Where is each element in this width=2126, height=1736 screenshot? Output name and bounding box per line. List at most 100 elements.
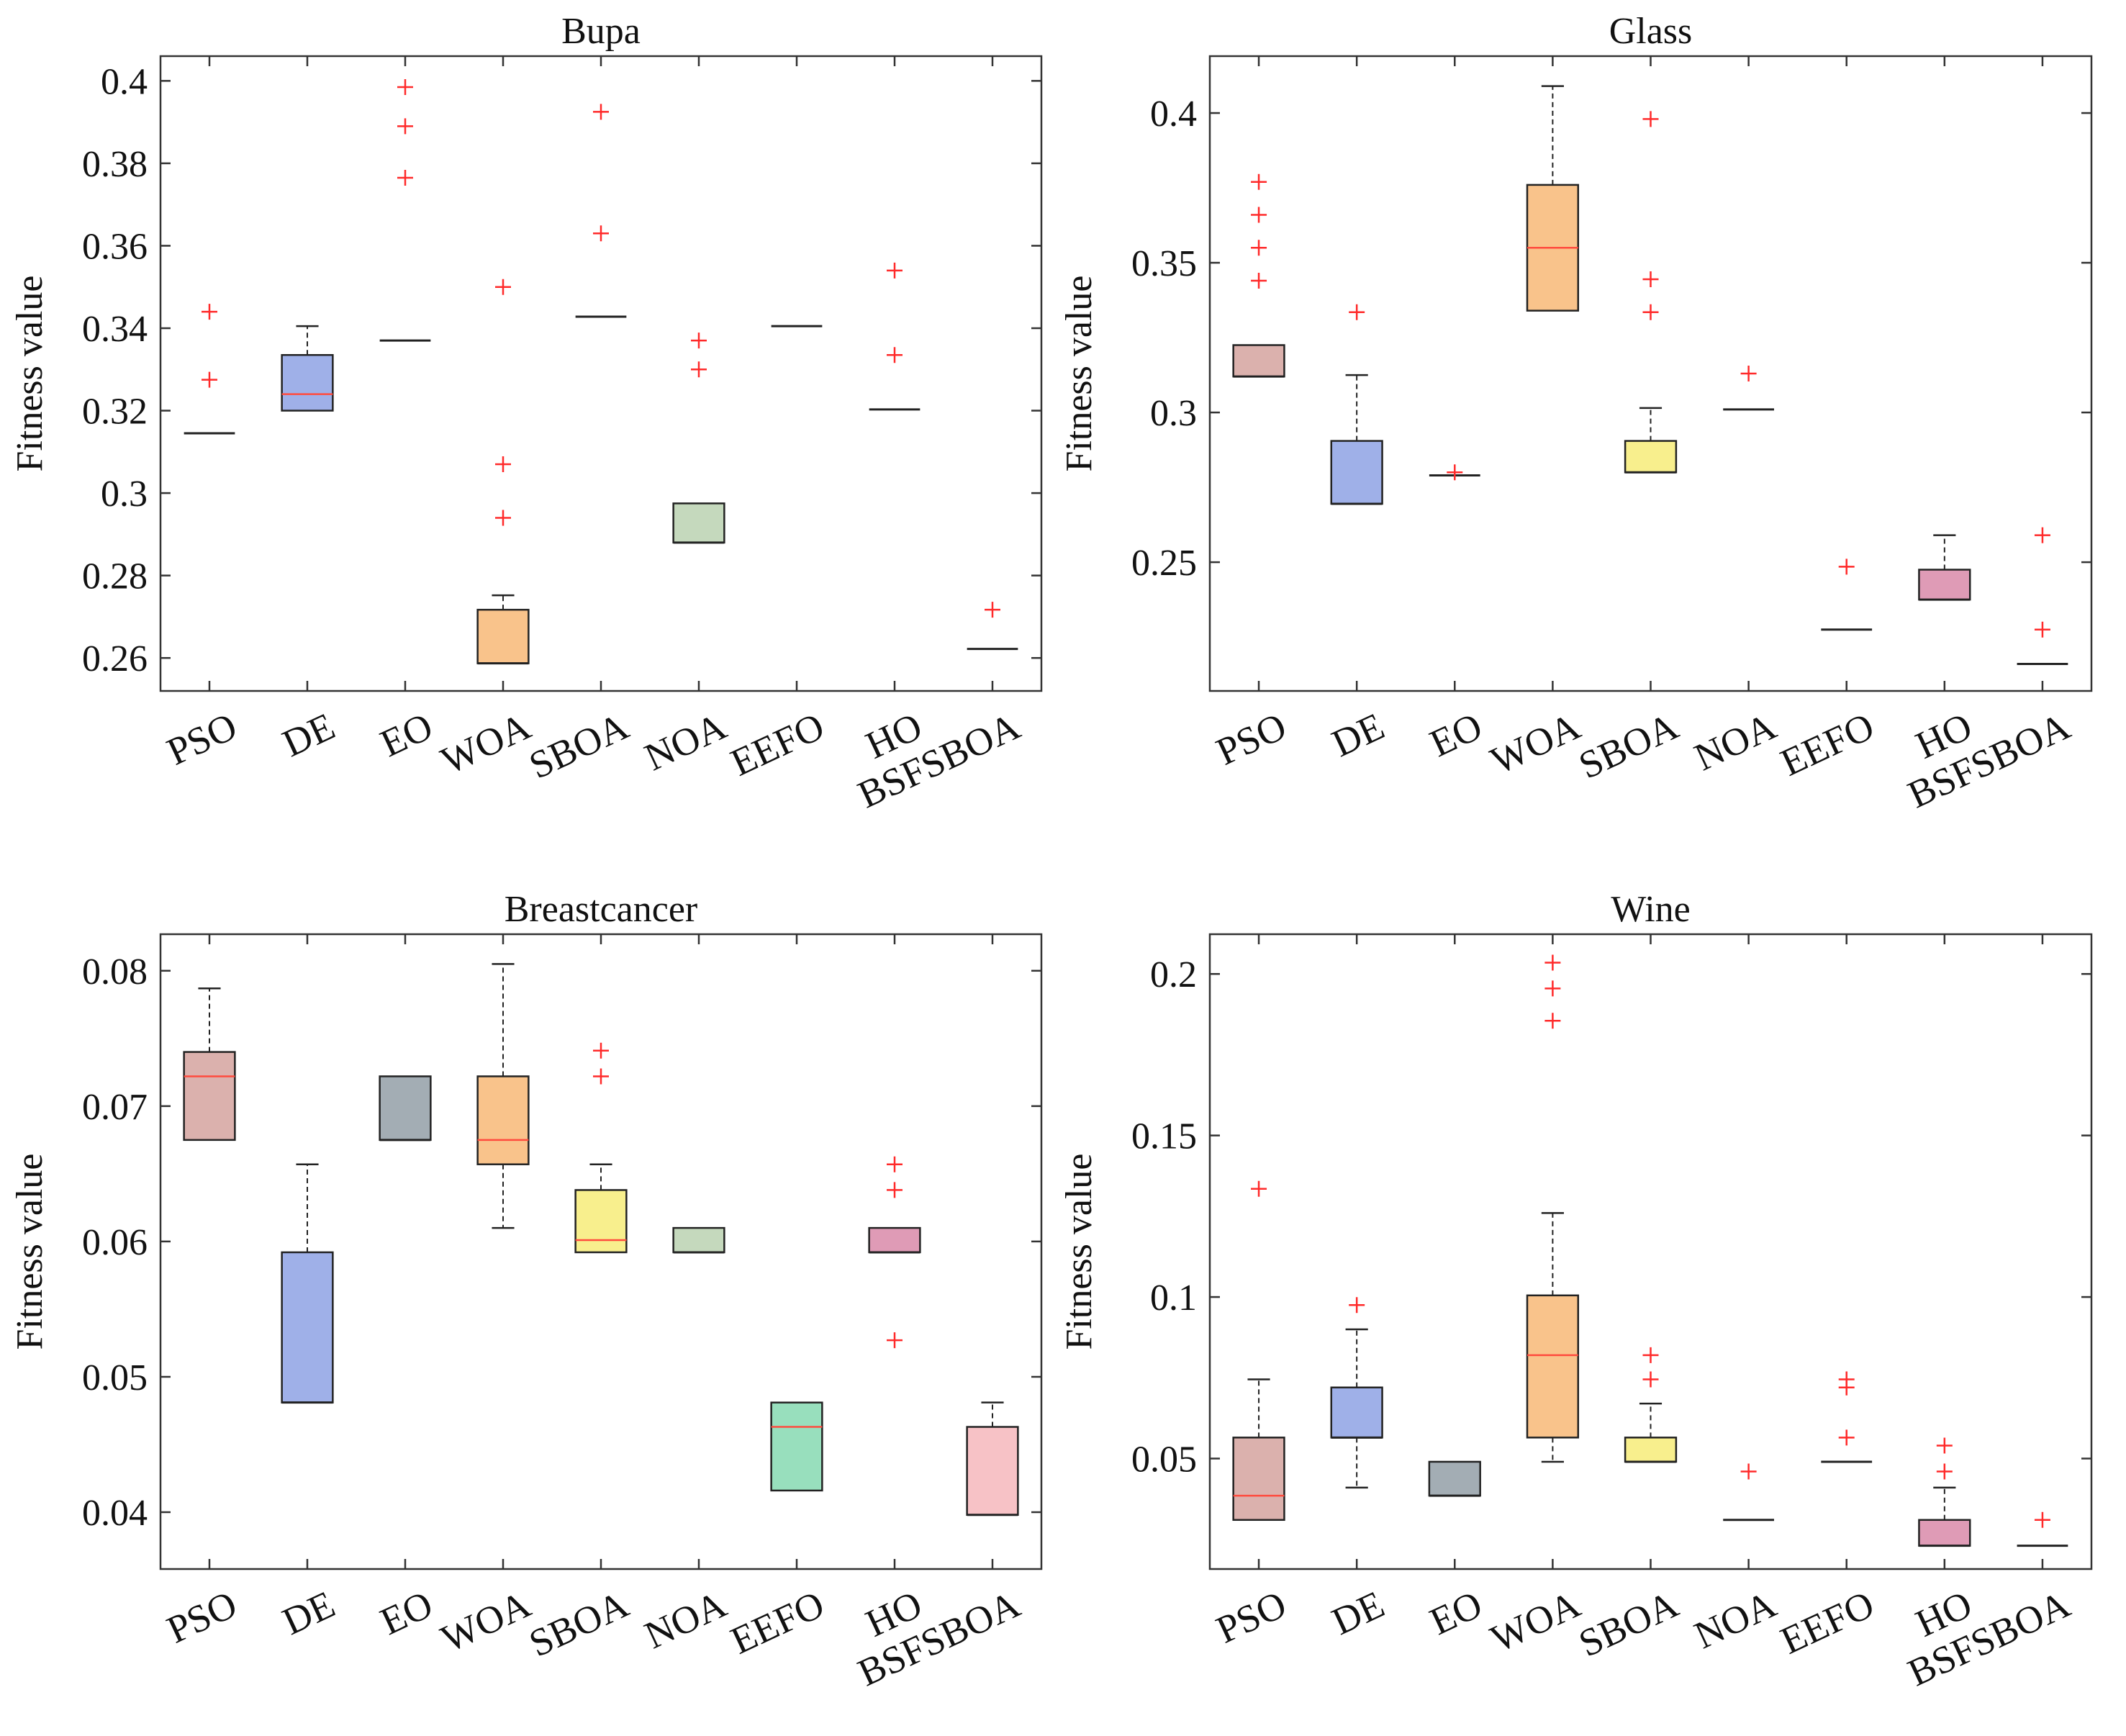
box-pso [1232,1180,1285,1522]
outlier-marker [1740,366,1757,381]
outlier-marker [2034,527,2050,543]
box-pso [1232,173,1285,378]
x-tick-label-woa: WOA [1484,1582,1586,1660]
box-noa [1723,366,1774,411]
box-sboa [1624,1347,1678,1463]
x-tick-label-noa: NOA [638,1582,733,1657]
box-woa [476,963,530,1229]
iqr-box [183,1051,236,1141]
box-eefo [1821,1371,1873,1463]
outlier-marker [495,456,511,472]
x-tick-label-noa: NOA [1688,704,1782,779]
box-pso [183,987,236,1141]
y-tick-label: 0.26 [82,638,148,679]
box-bsfsboa [2017,527,2068,666]
x-tick-label-pso: PSO [160,1582,243,1651]
outlier-marker [202,304,217,320]
x-tick-label-eo: EO [374,1582,439,1643]
outlier-marker [397,169,413,186]
y-tick-label: 0.1 [1150,1278,1197,1319]
iqr-box [672,502,725,544]
outlier-marker [1642,271,1659,287]
x-tick-label-sboa: SBOA [1573,704,1685,787]
x-tick-label-eo: EO [1424,704,1489,765]
x-tick-label-de: DE [276,704,341,765]
iqr-box [770,1401,823,1492]
outlier-marker [1251,207,1267,223]
outlier-marker [495,510,511,526]
x-tick-label-noa: NOA [1688,1582,1782,1657]
x-tick-label-woa: WOA [1484,704,1586,782]
outlier-marker [887,1156,903,1172]
iqr-box [1232,1437,1285,1522]
y-tick-label: 0.36 [82,226,148,267]
y-tick-label: 0.05 [82,1357,148,1398]
iqr-box [1232,344,1285,378]
y-axis-label: Fitness value [1059,1154,1100,1350]
y-tick-label: 0.3 [101,474,148,515]
box-noa [672,1226,725,1254]
iqr-box [1330,1386,1383,1439]
y-tick-label: 0.32 [82,392,148,433]
outlier-marker [887,1182,903,1198]
y-axis-label: Fitness value [1059,276,1100,472]
y-tick-label: 0.04 [82,1493,148,1534]
x-tick-label-pso: PSO [1210,1582,1293,1651]
panel-title: Wine [1611,889,1691,930]
box-eefo [1821,559,1873,631]
box-noa [1723,1463,1774,1522]
outlier-marker [887,1332,903,1349]
x-tick-label-eo: EO [374,704,439,765]
outlier-marker [1251,1180,1267,1197]
outlier-marker [1642,111,1659,127]
iqr-box [672,1226,725,1254]
iqr-box [1918,1519,1971,1547]
box-bsfsboa [967,602,1018,651]
y-axis-label: Fitness value [9,1154,50,1350]
box-woa [476,279,530,665]
outlier-marker [397,78,413,95]
outlier-marker [1544,954,1561,971]
panel-title: Breastcancer [505,889,697,930]
outlier-marker [1642,304,1659,320]
outlier-marker [397,118,413,135]
iqr-box [574,1189,628,1254]
iqr-box [281,353,334,412]
box-eo [379,1075,432,1141]
box-ho [869,262,920,411]
outlier-marker [593,1068,609,1085]
outlier-marker [1349,1297,1365,1314]
y-tick-label: 0.38 [82,144,148,185]
outlier-marker [593,104,609,120]
outlier-marker [887,347,903,363]
box-bsfsboa [2017,1511,2068,1547]
box-noa [672,333,725,544]
iqr-box [1624,440,1678,474]
outlier-marker [593,225,609,242]
iqr-box [1624,1437,1678,1463]
outlier-marker [2034,1511,2050,1528]
y-tick-label: 0.07 [82,1087,148,1128]
x-tick-label-woa: WOA [435,704,537,782]
y-tick-label: 0.4 [101,61,148,102]
bupa-boxplot-panel: Bupa Fitness value 0.26 0.28 0.3 0.32 0.34 0.… [9,11,1043,816]
outlier-marker [1447,464,1463,481]
iqr-box [1918,569,1971,601]
box-de [281,325,334,412]
x-tick-label-de: DE [1326,1582,1391,1643]
outlier-marker [691,333,707,349]
iqr-box [1428,1460,1481,1497]
box-sboa [1624,111,1678,474]
outlier-marker [1251,173,1267,190]
outlier-marker [1349,304,1365,320]
x-tick-label-sboa: SBOA [523,704,635,787]
x-tick-label-noa: NOA [638,704,733,779]
plot-area-frame [1208,933,2093,1570]
box-sboa [575,104,627,318]
box-ho [1918,534,1971,601]
y-tick-label: 0.08 [82,951,148,993]
x-tick-label-de: DE [1326,704,1391,765]
x-tick-label-sboa: SBOA [523,1582,635,1665]
box-eo [379,78,431,342]
